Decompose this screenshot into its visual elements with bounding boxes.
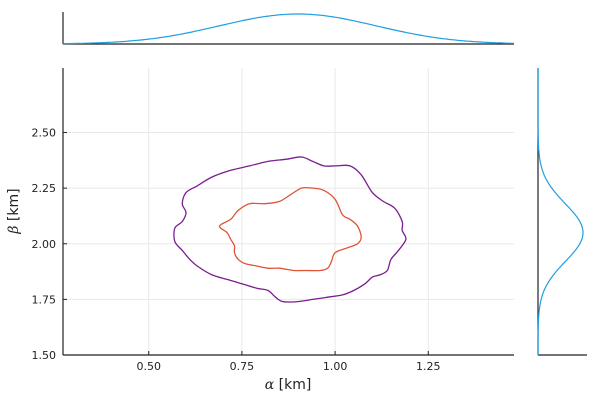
- top-marginal-curve: [62, 13, 514, 45]
- right-marginal-curve: [537, 68, 584, 355]
- main-x-ticks: 0.50 0.75 1.00 1.25: [136, 351, 441, 373]
- y-axis-label: β [km]: [6, 188, 22, 234]
- main-plot-axes: [62, 68, 514, 356]
- right-marginal-density: [537, 68, 587, 356]
- contour-outer: [173, 156, 407, 303]
- main-y-ticks: 1.50 1.75 2.00 2.25 2.50: [32, 127, 67, 362]
- x-tick-label-3: 1.25: [416, 360, 441, 373]
- y-tick-label-3: 2.25: [32, 182, 57, 195]
- y-tick-label-2: 2.00: [32, 238, 57, 251]
- x-tick-label-2: 1.00: [323, 360, 348, 373]
- top-marginal-density: [62, 12, 514, 45]
- y-tick-label-1: 1.75: [32, 293, 57, 306]
- contour-lines: [173, 156, 407, 303]
- x-axis-label: α [km]: [265, 377, 312, 393]
- main-plot-grid: [63, 68, 514, 356]
- y-tick-label-0: 1.50: [32, 349, 57, 362]
- x-tick-label-0: 0.50: [136, 360, 161, 373]
- y-tick-label-4: 2.50: [32, 127, 57, 140]
- x-tick-label-1: 0.75: [230, 360, 255, 373]
- contour-inner: [218, 186, 362, 272]
